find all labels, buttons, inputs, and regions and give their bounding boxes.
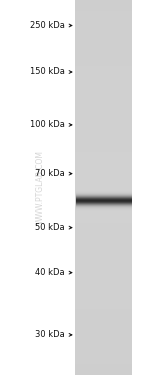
Text: 40 kDa: 40 kDa xyxy=(35,268,64,277)
Text: 50 kDa: 50 kDa xyxy=(35,223,64,232)
Text: 30 kDa: 30 kDa xyxy=(35,330,64,339)
Text: 250 kDa: 250 kDa xyxy=(30,21,64,30)
Text: 70 kDa: 70 kDa xyxy=(35,169,64,178)
Text: 150 kDa: 150 kDa xyxy=(30,68,64,76)
Text: 100 kDa: 100 kDa xyxy=(30,120,64,129)
Text: WWW.PTGLAB.COM: WWW.PTGLAB.COM xyxy=(36,150,45,225)
